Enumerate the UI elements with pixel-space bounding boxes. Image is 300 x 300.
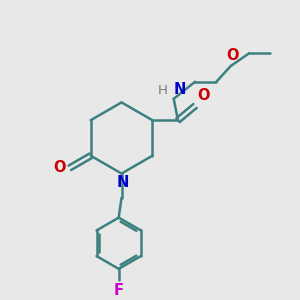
Text: O: O [53, 160, 65, 175]
Text: F: F [114, 283, 124, 298]
Text: O: O [226, 48, 238, 63]
Text: H: H [158, 84, 167, 97]
Text: N: N [174, 82, 186, 97]
Text: O: O [197, 88, 210, 103]
Text: N: N [117, 175, 129, 190]
